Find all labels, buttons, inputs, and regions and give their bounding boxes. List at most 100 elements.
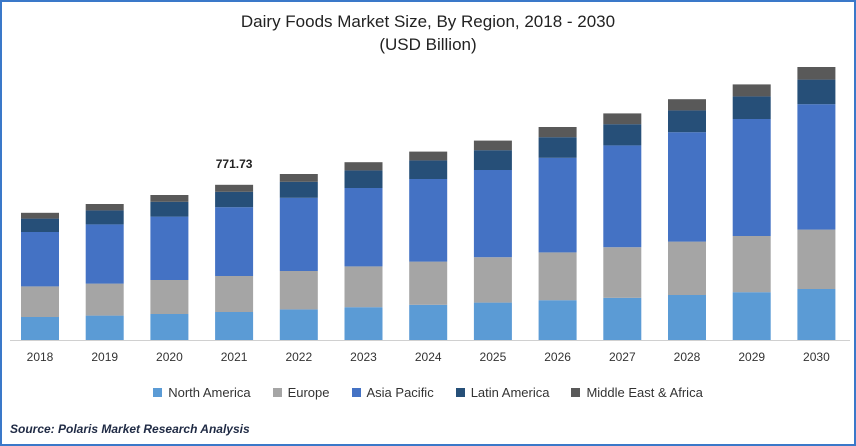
bar-europe-2018: [21, 286, 59, 317]
bar-europe-2019: [85, 283, 124, 316]
bar-north-america-2029: [732, 292, 771, 340]
bar-middle-east-africa-2029: [732, 84, 771, 97]
bar-asia-pacific-2019: [85, 224, 124, 284]
x-tick-label-2028: 2028: [674, 350, 701, 364]
bar-middle-east-africa-2026: [538, 127, 577, 138]
x-tick-label-2025: 2025: [480, 350, 507, 364]
bar-europe-2020: [150, 280, 189, 314]
bar-latin-america-2019: [85, 210, 124, 225]
bar-asia-pacific-2023: [344, 188, 383, 267]
bar-asia-pacific-2028: [668, 132, 706, 242]
legend-label-europe: Europe: [287, 385, 330, 400]
bar-europe-2025: [473, 257, 512, 303]
legend-swatch-asia-pacific: [351, 388, 361, 397]
bar-latin-america-2022: [279, 181, 318, 198]
x-tick-label-2030: 2030: [803, 350, 830, 364]
bar-asia-pacific-2021: [215, 207, 254, 276]
x-tick-label-2029: 2029: [738, 350, 765, 364]
stacked-bar-chart: 2018 2019 2020 2021 771.73 2022 2023 2024 2025 20…: [10, 67, 850, 364]
bar-europe-2030: [797, 229, 836, 289]
legend-label-north-america: North America: [168, 385, 251, 400]
bar-europe-2028: [668, 241, 706, 295]
legend-label-latin-america: Latin America: [470, 385, 550, 400]
legend-swatch-europe: [272, 388, 282, 397]
x-tick-label-2018: 2018: [27, 350, 54, 364]
chart-title: Dairy Foods Market Size, By Region, 2018…: [240, 12, 616, 31]
bar-europe-2023: [344, 266, 383, 308]
chart-subtitle: (USD Billion): [379, 35, 477, 54]
bar-europe-2021: [215, 276, 254, 312]
bar-europe-2024: [409, 261, 448, 305]
bar-europe-2026: [538, 252, 577, 301]
bar-middle-east-africa-2021: [215, 184, 254, 192]
source-note: Source: Polaris Market Research Analysis: [10, 422, 250, 436]
legend-swatch-north-america: [153, 388, 163, 397]
bar-asia-pacific-2018: [21, 232, 59, 287]
legend-label-asia-pacific: Asia Pacific: [366, 385, 434, 400]
legend-item-middle-east-africa: Middle East & Africa: [571, 385, 703, 400]
legend-item-north-america: North America: [153, 385, 251, 400]
bar-middle-east-africa-2019: [85, 204, 124, 211]
bar-asia-pacific-2025: [473, 170, 512, 258]
bar-latin-america-2021: [215, 191, 254, 208]
bar-latin-america-2024: [409, 160, 448, 179]
chart-legend: North America Europe Asia Pacific Latin Ame…: [2, 385, 854, 400]
bar-north-america-2022: [279, 309, 318, 340]
bar-north-america-2027: [603, 297, 642, 340]
bar-middle-east-africa-2028: [668, 99, 706, 111]
bar-asia-pacific-2026: [538, 157, 577, 253]
data-label-2021: 771.73: [216, 157, 253, 171]
x-tick-label-2026: 2026: [544, 350, 571, 364]
bar-middle-east-africa-2022: [279, 174, 318, 182]
legend-item-europe: Europe: [272, 385, 330, 400]
bar-asia-pacific-2030: [797, 104, 836, 230]
bar-middle-east-africa-2018: [21, 212, 59, 219]
bar-latin-america-2025: [473, 150, 512, 170]
bar-latin-america-2027: [603, 124, 642, 146]
bar-asia-pacific-2029: [732, 119, 771, 236]
bar-latin-america-2020: [150, 201, 189, 217]
bar-middle-east-africa-2023: [344, 162, 383, 171]
x-tick-label-2027: 2027: [609, 350, 636, 364]
bar-north-america-2019: [85, 315, 124, 340]
bar-north-america-2028: [668, 295, 706, 340]
bar-latin-america-2030: [797, 79, 836, 105]
bar-latin-america-2029: [732, 96, 771, 119]
bar-middle-east-africa-2020: [150, 195, 189, 202]
bar-europe-2022: [279, 271, 318, 310]
bar-asia-pacific-2020: [150, 216, 189, 280]
legend-swatch-latin-america: [455, 388, 465, 397]
bar-middle-east-africa-2027: [603, 113, 642, 125]
bar-latin-america-2026: [538, 137, 577, 158]
bar-north-america-2020: [150, 314, 189, 340]
bar-asia-pacific-2027: [603, 145, 642, 248]
bar-middle-east-africa-2024: [409, 151, 448, 161]
bar-north-america-2026: [538, 300, 577, 340]
legend-item-asia-pacific: Asia Pacific: [351, 385, 434, 400]
legend-label-middle-east-africa: Middle East & Africa: [586, 385, 703, 400]
x-tick-label-2021: 2021: [221, 350, 248, 364]
bar-asia-pacific-2024: [409, 179, 448, 262]
x-tick-label-2019: 2019: [91, 350, 118, 364]
bar-middle-east-africa-2030: [797, 67, 836, 80]
x-tick-label-2024: 2024: [415, 350, 442, 364]
bar-north-america-2018: [21, 317, 59, 340]
bar-europe-2027: [603, 247, 642, 298]
x-tick-label-2023: 2023: [350, 350, 377, 364]
bar-north-america-2024: [409, 304, 448, 340]
x-tick-label-2022: 2022: [285, 350, 312, 364]
bar-latin-america-2018: [21, 218, 59, 232]
bar-north-america-2030: [797, 289, 836, 340]
bar-latin-america-2023: [344, 170, 383, 188]
bar-north-america-2025: [473, 302, 512, 340]
legend-item-latin-america: Latin America: [455, 385, 550, 400]
legend-swatch-middle-east-africa: [571, 388, 581, 397]
bar-asia-pacific-2022: [279, 197, 318, 271]
bar-europe-2029: [732, 236, 771, 293]
bar-north-america-2023: [344, 307, 383, 340]
bar-north-america-2021: [215, 312, 254, 340]
bar-middle-east-africa-2025: [473, 140, 512, 151]
x-tick-label-2020: 2020: [156, 350, 183, 364]
bar-latin-america-2028: [668, 110, 706, 133]
